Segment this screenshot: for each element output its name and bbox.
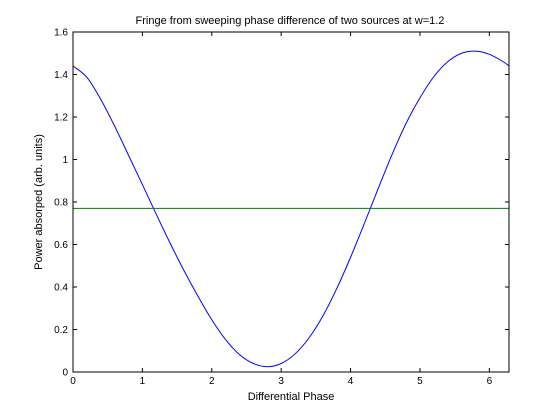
- y-tick-label: 1: [62, 155, 68, 166]
- y-tick-label: 0: [62, 368, 68, 379]
- y-tick-label: 0.4: [54, 283, 68, 294]
- axes-frame: [72, 31, 510, 373]
- y-tick-label: 1.6: [54, 28, 68, 39]
- x-tick-label: 1: [140, 376, 146, 387]
- y-axis-label: Power absorped (arb. units): [33, 134, 45, 270]
- x-tick-label: 5: [417, 376, 423, 387]
- y-tick-label: 1.2: [54, 113, 68, 124]
- x-ticks: 0 1 2 3 4 5 6: [70, 32, 493, 387]
- y-tick-label: 1.4: [54, 70, 68, 81]
- x-axis-label: Differential Phase: [248, 391, 335, 403]
- x-tick-label: 4: [348, 376, 354, 387]
- x-tick-label: 6: [487, 376, 493, 387]
- y-tick-label: 0.6: [54, 240, 68, 251]
- y-tick-label: 0.8: [54, 198, 68, 209]
- chart-title: Fringe from sweeping phase difference of…: [136, 15, 445, 27]
- series-line-1: [72, 50, 510, 368]
- y-ticks: 0 0.2 0.4 0.6 0.8 1 1.2 1.4 1.6: [54, 28, 509, 379]
- series-layer: [72, 50, 510, 368]
- x-tick-label: 3: [278, 376, 284, 387]
- y-tick-label: 0.2: [54, 325, 68, 336]
- x-tick-label: 2: [209, 376, 215, 387]
- x-tick-label: 0: [70, 376, 76, 387]
